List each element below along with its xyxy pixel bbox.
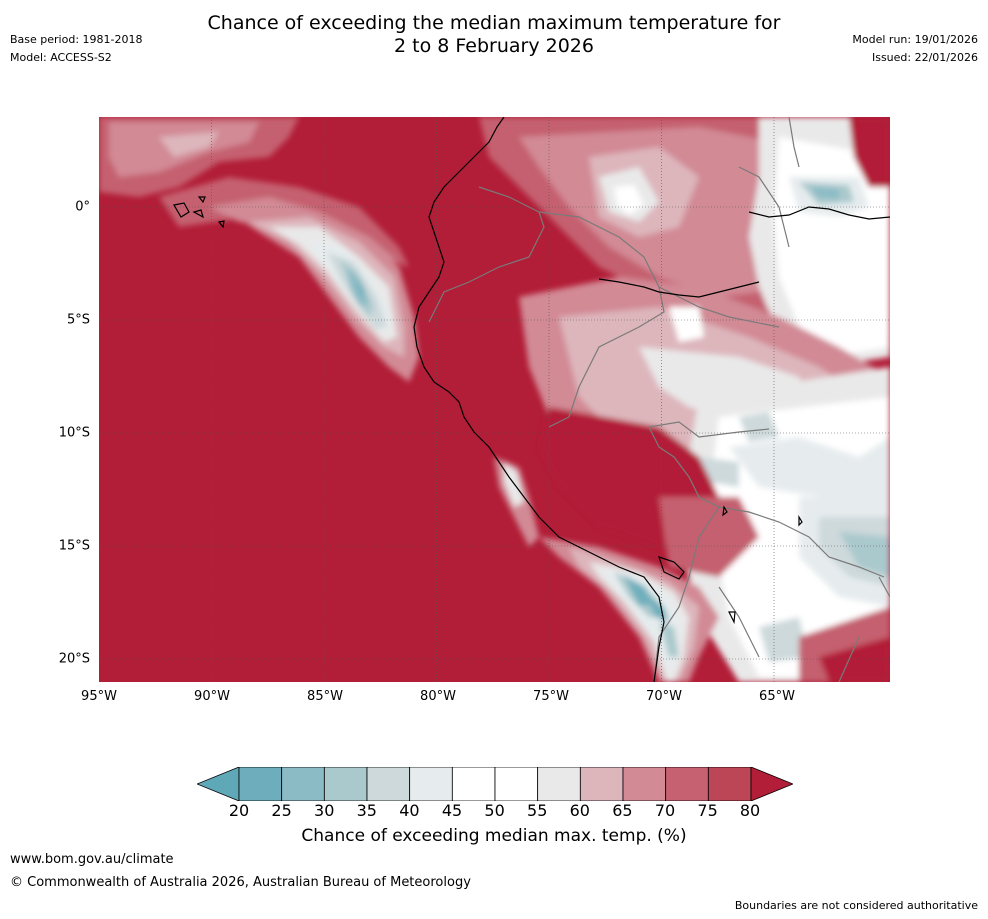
cb-tick-35: 35: [356, 801, 377, 820]
lon-label-85w: 85°W: [307, 689, 343, 704]
lat-label-5s: 5°S: [66, 312, 90, 328]
model-run: Model run: 19/01/2026: [852, 33, 978, 46]
cb-tick-55: 55: [527, 801, 548, 820]
title-line-1: Chance of exceeding the median maximum t…: [207, 12, 781, 34]
model-name: Model: ACCESS-S2: [10, 51, 112, 64]
colorbar-swatches: [197, 767, 793, 801]
cb-tick-25: 25: [271, 801, 292, 820]
colorbar-swatch-12: [707, 767, 752, 801]
colorbar-swatch-5: [409, 767, 453, 801]
colorbar-swatch-10: [622, 767, 667, 801]
probability-map: [99, 117, 890, 682]
colorbar-swatch-7: [494, 767, 539, 801]
cb-tick-50: 50: [484, 801, 505, 820]
cb-tick-40: 40: [399, 801, 420, 820]
cb-tick-60: 60: [569, 801, 590, 820]
cb-tick-75: 75: [697, 801, 718, 820]
lon-label-90w: 90°W: [194, 689, 230, 704]
cb-tick-70: 70: [654, 801, 676, 820]
lon-label-80w: 80°W: [420, 689, 456, 704]
colorbar-swatch-6: [451, 767, 496, 801]
colorbar-under-arrow: [197, 767, 240, 801]
title-line-2: 2 to 8 February 2026: [394, 35, 594, 57]
footer-copyright: © Commonwealth of Australia 2026, Austra…: [10, 875, 471, 890]
footer-disclaimer: Boundaries are not considered authoritat…: [734, 899, 978, 912]
national-borders: [428, 117, 890, 682]
colorbar-swatch-2: [281, 767, 325, 801]
graticule: [99, 117, 890, 682]
colorbar: [197, 767, 793, 801]
colorbar-swatch-9: [579, 767, 624, 801]
base-period: Base period: 1981-2018: [10, 33, 143, 46]
cb-tick-45: 45: [441, 801, 463, 820]
colorbar-swatch-8: [537, 767, 581, 801]
lat-label-0: 0°: [75, 199, 90, 215]
cb-tick-30: 30: [314, 801, 335, 820]
colorbar-swatch-4: [366, 767, 411, 801]
cb-tick-20: 20: [228, 801, 250, 820]
coastlines: [173, 117, 890, 682]
cb-tick-65: 65: [612, 801, 633, 820]
cb-tick-80: 80: [739, 801, 761, 820]
colorbar-swatch-3: [323, 767, 368, 801]
issued-date: Issued: 22/01/2026: [871, 51, 978, 64]
colorbar-swatch-11: [665, 767, 709, 801]
lon-label-75w: 75°W: [533, 689, 569, 704]
lon-label-65w: 65°W: [759, 689, 795, 704]
lat-label-20s: 20°S: [58, 651, 90, 667]
lon-label-95w: 95°W: [81, 689, 117, 704]
footer-url: www.bom.gov.au/climate: [10, 852, 174, 867]
lat-label-10s: 10°S: [58, 425, 90, 441]
colorbar-swatch-1: [238, 767, 283, 801]
colorbar-title: Chance of exceeding median max. temp. (%…: [301, 826, 687, 846]
lat-label-15s: 15°S: [58, 538, 90, 554]
meta-left: Base period: 1981-2018 Model: ACCESS-S2: [10, 31, 142, 67]
map-canvas: [99, 117, 890, 682]
map-title: Chance of exceeding the median maximum t…: [0, 12, 988, 58]
lon-label-70w: 70°W: [646, 689, 682, 704]
colorbar-over-arrow: [750, 767, 793, 801]
meta-right: Model run: 19/01/2026 Issued: 22/01/2026: [852, 31, 978, 67]
